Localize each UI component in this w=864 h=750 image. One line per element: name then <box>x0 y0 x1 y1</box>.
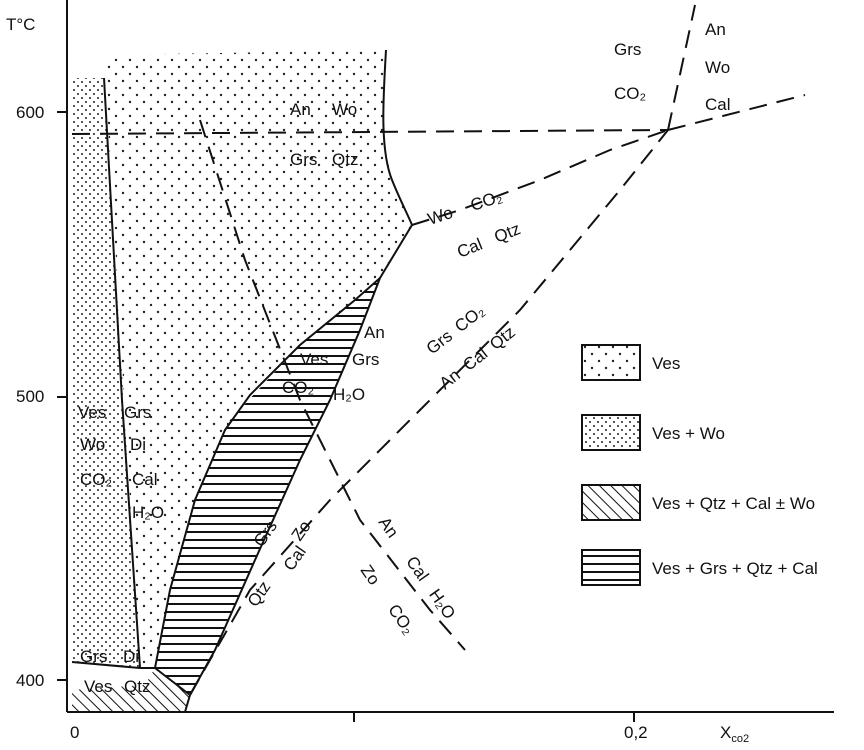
label-wo-co2-a: Wo <box>425 203 455 229</box>
legend: Ves Ves + Wo Ves + Qtz + Cal ± Wo Ves + … <box>581 344 818 586</box>
y-tick-label-400: 400 <box>16 671 44 690</box>
legend-label-ves-qtz-cal-wo: Ves + Qtz + Cal ± Wo <box>652 494 815 513</box>
region-horizontal-hatch <box>155 278 380 695</box>
label-bottom-grs: Grs <box>80 647 107 666</box>
boundary-hatch-right <box>189 224 413 696</box>
region-ves-main <box>104 50 412 668</box>
label-grs-co2-diag-a: Grs <box>423 326 456 358</box>
label-left-grs: Grs <box>124 403 151 422</box>
legend-label-ves-wo: Ves + Wo <box>652 424 725 443</box>
label-zo-co2-b: CO₂ <box>384 601 418 638</box>
legend-swatch-ves-grs-qtz-cal <box>581 549 641 586</box>
boundary-hatch-left <box>154 277 381 669</box>
label-wo-top: Wo <box>332 100 357 119</box>
label-an-top: An <box>290 100 311 119</box>
label-left-wo: Wo <box>80 435 105 454</box>
dash-grs-an-top <box>667 4 696 131</box>
dash-grs-co2-an-cal-qtz <box>189 129 669 696</box>
dash-an-wo-cal <box>667 94 806 131</box>
label-an-cal-qtz-c: Qtz <box>486 322 519 353</box>
legend-swatch-ves-wo <box>581 414 641 451</box>
label-an-cal-h2o-c: H₂O <box>425 585 459 622</box>
y-tick-label-500: 500 <box>16 387 44 406</box>
label-qtz-top: Qtz <box>332 150 358 169</box>
label-bottom-qtz: Qtz <box>124 677 150 696</box>
label-wo-co2-b: CO₂ <box>468 187 504 215</box>
label-an-cal-h2o-a: An <box>375 513 402 541</box>
boundary-bottom-horizontal <box>71 661 155 669</box>
label-an-ur: An <box>705 20 726 39</box>
label-qtz-diag: Qtz <box>244 578 275 611</box>
label-cal-qtz-b: Qtz <box>491 219 523 247</box>
label-grs-ur: Grs <box>614 40 641 59</box>
legend-label-ves: Ves <box>652 354 680 373</box>
x-tick-label-0: 0 <box>70 723 79 742</box>
dash-zo <box>199 119 466 651</box>
label-co2-ur: CO₂ <box>614 84 646 103</box>
label-left-di: Di <box>130 435 146 454</box>
label-bottom-ves: Ves <box>84 677 112 696</box>
label-co2-mid: CO₂ <box>282 378 314 397</box>
label-wo-ur: Wo <box>705 58 730 77</box>
label-zo-co2-a: Zo <box>357 561 384 588</box>
label-grs-mid: Grs <box>352 350 379 369</box>
label-bottom-di: Di <box>123 647 139 666</box>
label-an-mid: An <box>364 323 385 342</box>
label-cal-qtz-a: Cal <box>454 235 485 262</box>
y-axis-title: T°C <box>6 15 35 34</box>
label-an-cal-qtz-b: Cal <box>459 344 491 375</box>
legend-swatch-ves <box>581 344 641 381</box>
label-left-h2o: H₂O <box>132 503 164 522</box>
label-grs-top: Grs <box>290 150 317 169</box>
label-cal-ur: Cal <box>705 95 731 114</box>
x-axis-title: Xco2 <box>720 723 749 745</box>
boundary-left-vertical <box>103 77 141 669</box>
region-ves-qtz-grs-di <box>72 662 155 690</box>
x-tick-label-0.2: 0,2 <box>624 723 648 742</box>
legend-swatch-ves-qtz-cal-wo <box>581 484 641 521</box>
dash-horizontal-600 <box>71 129 669 135</box>
y-tick-label-600: 600 <box>16 103 44 122</box>
label-left-ves: Ves <box>78 403 106 422</box>
label-ves-mid: Ves <box>300 350 328 369</box>
label-left-cal: Cal <box>132 470 158 489</box>
label-cal-diag: Cal <box>280 542 310 574</box>
boundary-ves-right <box>382 49 413 226</box>
region-ves-wo-left <box>72 78 140 668</box>
label-h2o-mid: H₂O <box>333 385 365 404</box>
dash-wo-cal-qtz <box>411 129 669 226</box>
legend-label-ves-grs-qtz-cal: Ves + Grs + Qtz + Cal <box>652 559 818 578</box>
label-left-co2: CO₂ <box>80 470 112 489</box>
label-grs-co2-diag-b: CO₂ <box>451 301 488 336</box>
